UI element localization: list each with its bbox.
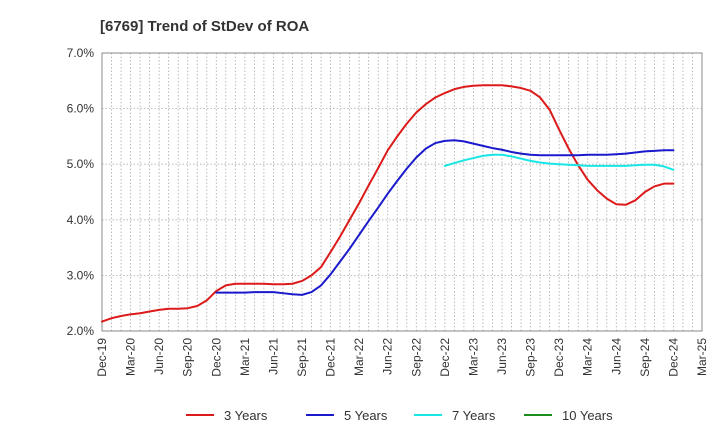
legend-item: 5 Years — [306, 408, 388, 423]
series-lines — [101, 84, 675, 323]
x-tick-label: Jun-21 — [266, 338, 280, 375]
x-tick-label: Sep-22 — [409, 338, 423, 377]
x-tick-label: Mar-23 — [466, 338, 480, 376]
x-tick-label: Jun-23 — [495, 338, 509, 375]
plot-background — [102, 53, 702, 331]
x-tick-label: Dec-20 — [209, 338, 223, 377]
legend-item: 10 Years — [524, 408, 613, 423]
legend-label: 5 Years — [344, 408, 388, 423]
x-tick-label: Sep-24 — [638, 338, 652, 377]
x-tick-label: Mar-24 — [581, 338, 595, 376]
legend-label: 10 Years — [562, 408, 613, 423]
x-tick-label: Sep-20 — [181, 338, 195, 377]
x-tick-label: Dec-23 — [552, 338, 566, 377]
x-tick-label: Mar-25 — [695, 338, 709, 376]
plot-frame — [101, 52, 703, 332]
x-tick-label: Dec-22 — [438, 338, 452, 377]
plot-area — [101, 52, 703, 332]
y-tick-label: 7.0% — [67, 46, 95, 60]
y-tick-label: 6.0% — [67, 102, 95, 116]
legend-label: 7 Years — [452, 408, 496, 423]
series-line-7-years — [443, 153, 675, 171]
y-tick-label: 2.0% — [67, 324, 95, 338]
y-tick-label: 5.0% — [67, 157, 95, 171]
x-tick-label: Mar-21 — [238, 338, 252, 376]
y-tick-label: 3.0% — [67, 268, 95, 282]
x-axis-tick-labels: Dec-19 Mar-20 Jun-20 Sep-20 Dec-20 Mar-21 Jun-… — [95, 338, 709, 377]
x-tick-label: Jun-24 — [609, 338, 623, 375]
chart-title: [6769] Trend of StDev of ROA — [100, 18, 309, 35]
x-tick-label: Jun-22 — [381, 338, 395, 375]
x-tick-label: Sep-21 — [295, 338, 309, 377]
legend: 3 Years 5 Years 7 Years 10 Years — [186, 408, 613, 423]
x-tick-label: Dec-19 — [95, 338, 109, 377]
x-tick-label: Dec-24 — [666, 338, 680, 377]
y-axis-tick-labels: 2.0% 3.0% 4.0% 5.0% 6.0% 7.0% — [67, 46, 95, 338]
y-tick-label: 4.0% — [67, 213, 95, 227]
x-tick-label: Mar-22 — [352, 338, 366, 376]
x-tick-label: Sep-23 — [524, 338, 538, 377]
series-line-5-years — [215, 139, 675, 296]
legend-label: 3 Years — [224, 408, 268, 423]
x-tick-label: Jun-20 — [152, 338, 166, 375]
x-tick-label: Dec-21 — [324, 338, 338, 377]
legend-item: 7 Years — [414, 408, 496, 423]
x-tick-label: Mar-20 — [124, 338, 138, 376]
legend-item: 3 Years — [186, 408, 268, 423]
